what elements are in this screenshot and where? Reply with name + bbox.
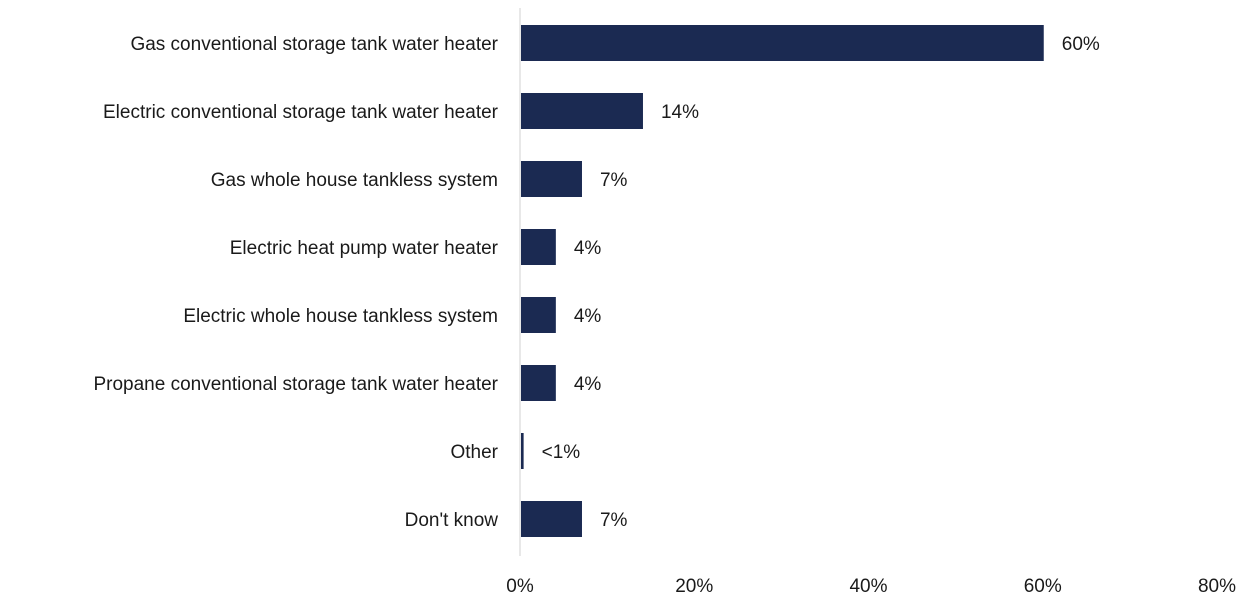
data-label: 7%: [600, 510, 628, 531]
data-label: 14%: [661, 102, 699, 123]
bar: [521, 229, 556, 265]
category-label: Don't know: [405, 510, 499, 531]
category-label: Gas whole house tankless system: [211, 170, 498, 191]
category-label: Propane conventional storage tank water …: [93, 374, 498, 395]
x-tick-label: 40%: [849, 576, 887, 595]
data-label: <1%: [542, 442, 581, 463]
bar: [521, 501, 582, 537]
bar: [521, 365, 556, 401]
data-label: 60%: [1062, 34, 1100, 55]
data-label: 4%: [574, 374, 602, 395]
x-tick-label: 60%: [1024, 576, 1062, 595]
category-label: Gas conventional storage tank water heat…: [130, 34, 498, 55]
bar: [521, 297, 556, 333]
x-tick-label: 20%: [675, 576, 713, 595]
data-label: 4%: [574, 306, 602, 327]
category-label: Electric conventional storage tank water…: [103, 102, 499, 123]
data-label: 7%: [600, 170, 628, 191]
bar: [521, 25, 1044, 61]
category-label: Electric heat pump water heater: [230, 238, 499, 259]
x-tick-label: 0%: [506, 576, 534, 595]
bar: [521, 433, 524, 469]
bar: [521, 93, 643, 129]
data-label: 4%: [574, 238, 602, 259]
bar: [521, 161, 582, 197]
x-tick-label: 80%: [1198, 576, 1236, 595]
category-label: Electric whole house tankless system: [183, 306, 498, 327]
category-label: Other: [450, 442, 498, 463]
